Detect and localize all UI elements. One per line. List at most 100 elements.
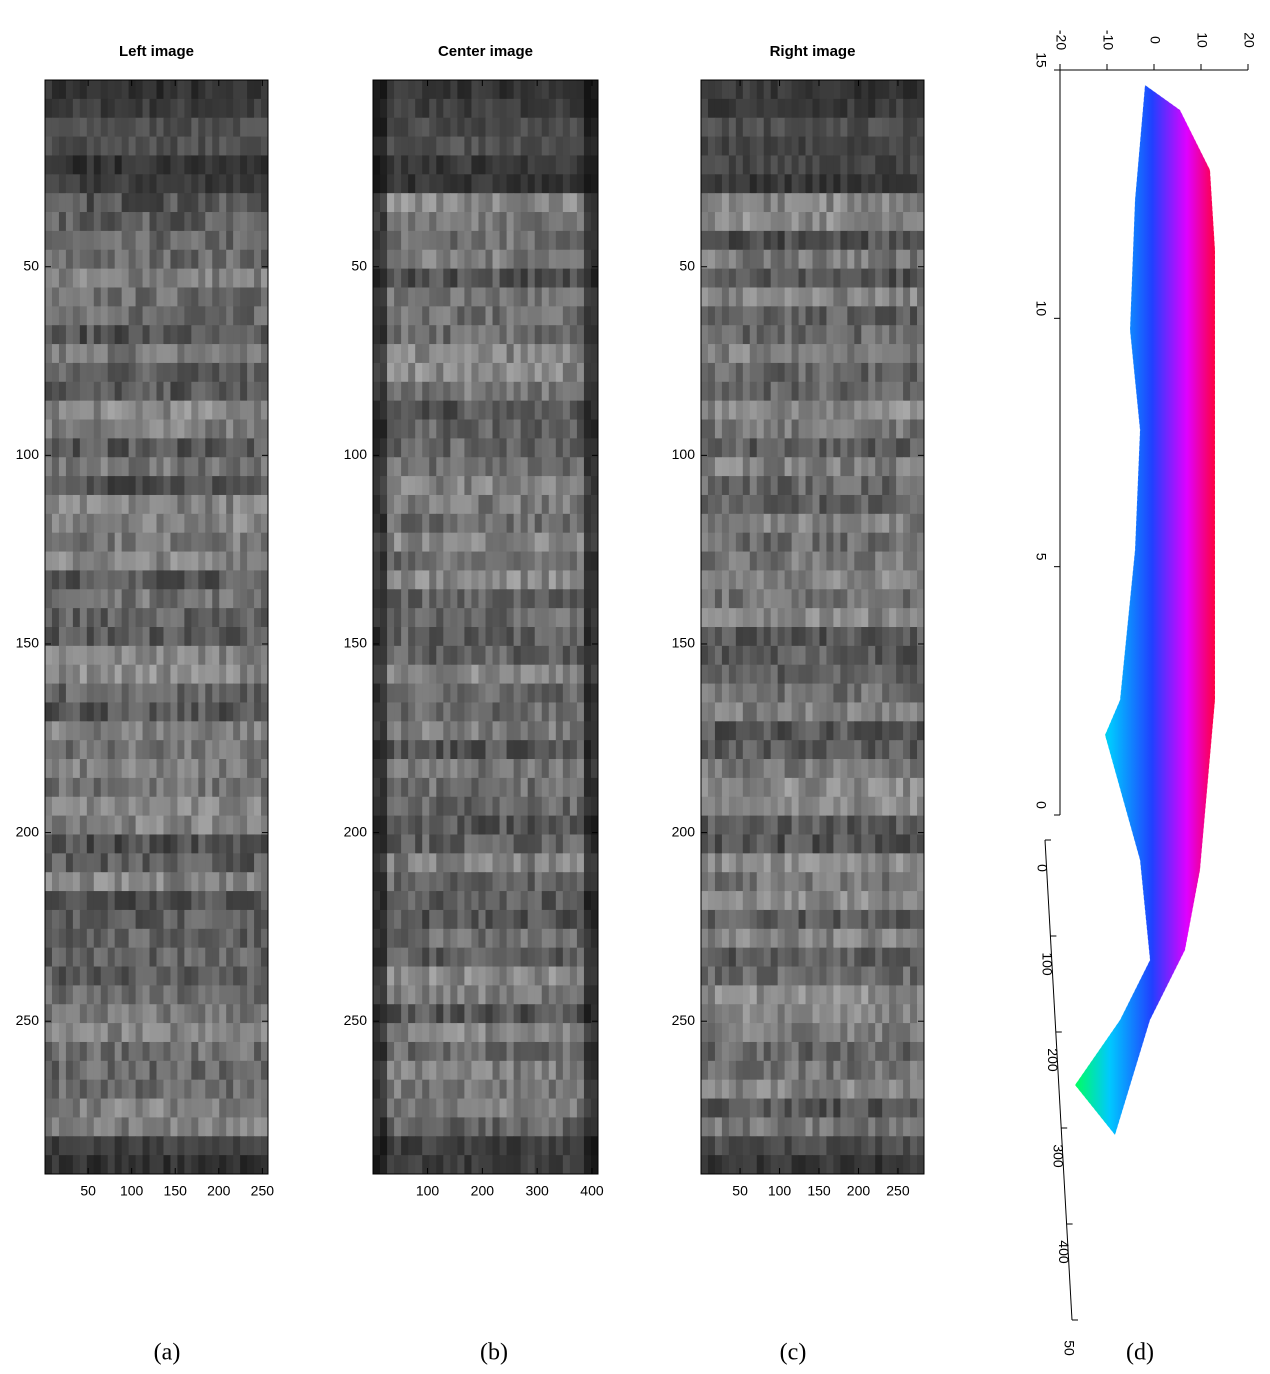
pixel-block (233, 401, 240, 420)
pixel-block (101, 740, 108, 759)
pixel-block (157, 1004, 164, 1023)
pixel-block (799, 401, 806, 420)
pixel-block (122, 476, 129, 495)
pixel-block (861, 570, 868, 589)
pixel-block (764, 137, 771, 156)
pixel-block (882, 363, 889, 382)
pixel-block (394, 137, 402, 156)
pixel-block (903, 721, 910, 740)
pixel-block (247, 778, 254, 797)
pixel-block (52, 891, 59, 910)
pixel-block (136, 853, 143, 872)
pixel-block (471, 118, 479, 137)
pixel-block (191, 363, 198, 382)
pixel-block (436, 948, 444, 967)
pixel-block (584, 985, 592, 1004)
pixel-block (896, 533, 903, 552)
pixel-block (122, 1004, 129, 1023)
pixel-block (450, 174, 458, 193)
pixel-block (478, 646, 486, 665)
pixel-block (198, 816, 205, 835)
pixel-block (387, 325, 395, 344)
pixel-block (101, 476, 108, 495)
pixel-block (163, 118, 170, 137)
pixel-block (708, 80, 715, 99)
pixel-block (415, 552, 423, 571)
pixel-block (80, 306, 87, 325)
pixel-block (163, 306, 170, 325)
pixel-block (701, 684, 708, 703)
pixel-block (535, 1004, 543, 1023)
pixel-block (73, 533, 80, 552)
pixel-block (415, 1136, 423, 1155)
pixel-block (205, 759, 212, 778)
pixel-block (450, 269, 458, 288)
pixel-block (212, 797, 219, 816)
pixel-block (115, 1061, 122, 1080)
pixel-block (701, 401, 708, 420)
pixel-block (157, 910, 164, 929)
pixel-block (757, 80, 764, 99)
pixel-block (443, 287, 451, 306)
pixel-block (401, 740, 409, 759)
pixel-block (903, 401, 910, 420)
pixel-block (52, 118, 59, 137)
pixel-block (247, 910, 254, 929)
pixel-block (535, 1117, 543, 1136)
pixel-block (528, 552, 536, 571)
pixel-block (813, 212, 820, 231)
pixel-block (380, 137, 388, 156)
pixel-block (170, 1004, 177, 1023)
pixel-block (471, 495, 479, 514)
pixel-block (94, 1099, 101, 1118)
pixel-block (535, 552, 543, 571)
pixel-block (917, 325, 924, 344)
pixel-block (157, 740, 164, 759)
pixel-block (757, 306, 764, 325)
pixel-block (129, 363, 136, 382)
pixel-block (394, 665, 402, 684)
pixel-block (577, 1061, 585, 1080)
pixel-block (450, 1117, 458, 1136)
pixel-block (401, 1136, 409, 1155)
pixel-block (52, 853, 59, 872)
pixel-block (136, 155, 143, 174)
pixel-block (170, 702, 177, 721)
pixel-block (833, 702, 840, 721)
pixel-block (80, 985, 87, 1004)
pixel-block (464, 627, 472, 646)
pixel-block (889, 269, 896, 288)
pixel-block (500, 589, 508, 608)
pixel-block (826, 740, 833, 759)
pixel-block (542, 514, 550, 533)
pixel-block (507, 137, 515, 156)
pixel-block (122, 1042, 129, 1061)
pixel-block (486, 495, 494, 514)
pixel-block (584, 891, 592, 910)
y-tick-label: 150 (344, 635, 368, 651)
pixel-block (771, 401, 778, 420)
pixel-block (108, 495, 115, 514)
pixel-block (212, 193, 219, 212)
pixel-block (394, 80, 402, 99)
pixel-block (722, 118, 729, 137)
pixel-block (108, 702, 115, 721)
pixel-block (889, 778, 896, 797)
pixel-block (443, 816, 451, 835)
pixel-block (129, 665, 136, 684)
pixel-block (394, 382, 402, 401)
pixel-block (464, 250, 472, 269)
pixel-block (521, 778, 529, 797)
pixel-block (394, 250, 402, 269)
pixel-block (143, 1061, 150, 1080)
pixel-block (819, 174, 826, 193)
pixel-block (73, 552, 80, 571)
pixel-block (584, 552, 592, 571)
pixel-block (521, 985, 529, 1004)
pixel-block (219, 533, 226, 552)
pixel-block (226, 589, 233, 608)
pixel-block (464, 740, 472, 759)
pixel-block (854, 627, 861, 646)
pixel-block (240, 1136, 247, 1155)
pixel-block (73, 80, 80, 99)
